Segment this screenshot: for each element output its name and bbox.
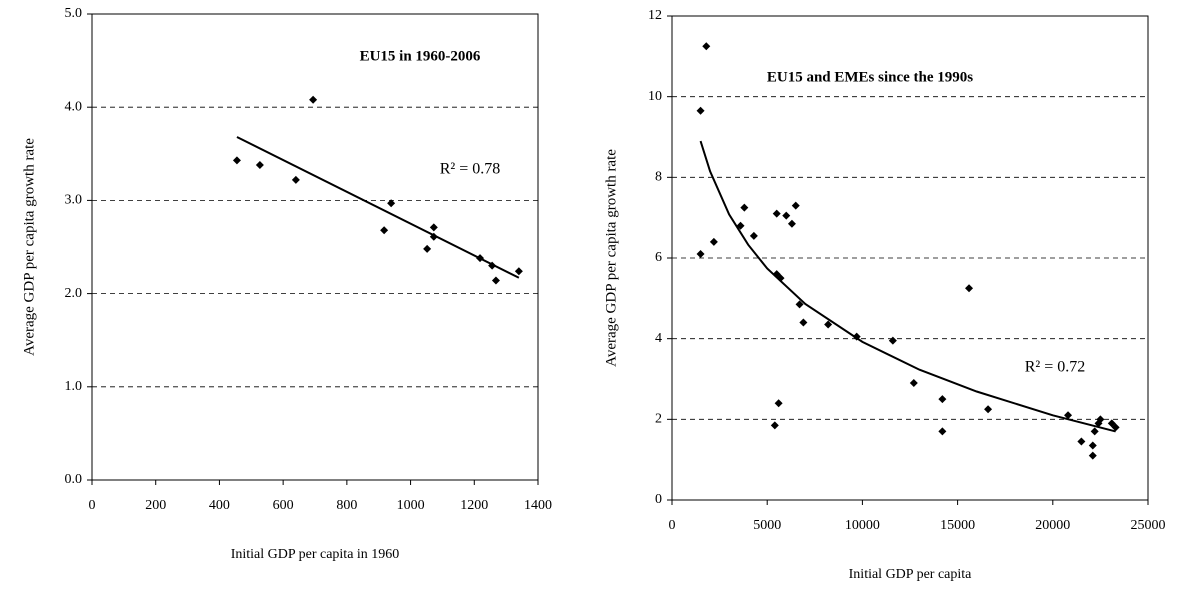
x-tick-label: 15000 bbox=[940, 518, 975, 533]
data-point bbox=[824, 320, 833, 329]
x-tick-label: 800 bbox=[336, 498, 357, 513]
x-tick-label: 10000 bbox=[845, 518, 880, 533]
x-tick-label: 600 bbox=[273, 498, 294, 513]
x-tick-label: 1400 bbox=[524, 498, 552, 513]
x-tick-label: 200 bbox=[145, 498, 166, 513]
data-point bbox=[1064, 411, 1073, 420]
data-point bbox=[909, 379, 918, 388]
x-tick-label: 0 bbox=[669, 518, 676, 533]
data-point bbox=[772, 209, 781, 218]
y-tick-label: 12 bbox=[648, 8, 662, 23]
y-tick-label: 8 bbox=[655, 170, 662, 185]
y-tick-label: 1.0 bbox=[65, 379, 83, 394]
y-tick-label: 4.0 bbox=[65, 99, 83, 114]
data-point bbox=[770, 421, 779, 430]
data-point bbox=[1088, 451, 1097, 460]
y-tick-label: 10 bbox=[648, 89, 662, 104]
x-tick-label: 0 bbox=[89, 498, 96, 513]
data-point bbox=[774, 399, 783, 408]
data-point bbox=[696, 249, 705, 258]
y-tick-label: 2.0 bbox=[65, 286, 83, 301]
x-tick-label: 1200 bbox=[460, 498, 488, 513]
trend-line bbox=[699, 140, 1116, 433]
x-axis-label: Initial GDP per capita bbox=[849, 567, 973, 582]
data-point bbox=[782, 211, 791, 220]
data-point bbox=[1096, 415, 1105, 424]
y-axis-label: Average GDP per capita growth rate bbox=[21, 138, 37, 356]
data-point bbox=[291, 175, 300, 184]
y-tick-label: 3.0 bbox=[65, 193, 83, 208]
annotation: R² = 0.72 bbox=[1025, 359, 1086, 376]
data-point bbox=[696, 106, 705, 115]
y-tick-label: 2 bbox=[655, 412, 662, 427]
x-tick-label: 1000 bbox=[397, 498, 425, 513]
x-axis-label: Initial GDP per capita in 1960 bbox=[231, 547, 400, 562]
data-point bbox=[888, 336, 897, 345]
data-point bbox=[938, 427, 947, 436]
plot-frame bbox=[91, 13, 539, 481]
data-point bbox=[984, 405, 993, 414]
data-point bbox=[1077, 437, 1086, 446]
annotation: R² = 0.78 bbox=[440, 161, 501, 178]
data-point bbox=[791, 201, 800, 210]
y-tick-label: 0 bbox=[655, 492, 662, 507]
data-point bbox=[255, 160, 264, 169]
data-point bbox=[429, 223, 438, 232]
x-tick-label: 400 bbox=[209, 498, 230, 513]
data-point bbox=[1090, 427, 1099, 436]
data-point bbox=[1088, 441, 1097, 450]
data-point bbox=[795, 300, 804, 309]
data-point bbox=[938, 395, 947, 404]
data-point bbox=[423, 244, 432, 253]
data-point bbox=[740, 203, 749, 212]
data-point bbox=[491, 276, 500, 285]
y-axis-label: Average GDP per capita growth rate bbox=[603, 149, 619, 367]
data-point bbox=[1111, 423, 1120, 432]
data-point bbox=[309, 95, 318, 104]
data-point bbox=[702, 42, 711, 51]
y-tick-label: 5.0 bbox=[65, 6, 83, 21]
data-point bbox=[232, 156, 241, 165]
data-point bbox=[514, 267, 523, 276]
chart-title: EU15 and EMEs since the 1990s bbox=[767, 69, 973, 85]
data-point bbox=[787, 219, 796, 228]
x-tick-label: 25000 bbox=[1131, 518, 1166, 533]
data-point bbox=[799, 318, 808, 327]
trend-line bbox=[236, 136, 520, 279]
data-point bbox=[709, 237, 718, 246]
data-point bbox=[380, 226, 389, 235]
data-point bbox=[387, 199, 396, 208]
plot-frame bbox=[671, 15, 1149, 501]
x-tick-label: 5000 bbox=[753, 518, 781, 533]
y-tick-label: 6 bbox=[655, 250, 662, 265]
y-tick-label: 4 bbox=[655, 331, 662, 346]
y-tick-label: 0.0 bbox=[65, 472, 83, 487]
data-point bbox=[749, 231, 758, 240]
data-point bbox=[965, 284, 974, 293]
x-tick-label: 20000 bbox=[1035, 518, 1070, 533]
chart-title: EU15 in 1960-2006 bbox=[360, 48, 481, 64]
